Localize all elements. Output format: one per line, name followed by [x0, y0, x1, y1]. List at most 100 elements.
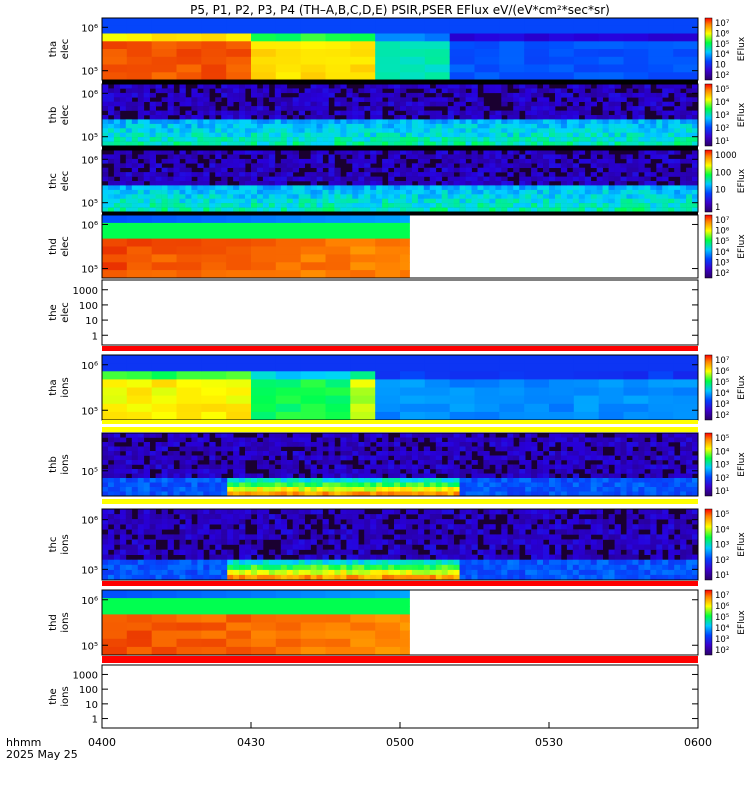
spectrogram-cell: [454, 451, 460, 456]
spectrogram-cell: [305, 465, 311, 470]
spectrogram-cell: [644, 128, 650, 133]
spectrogram-cell: [152, 262, 177, 270]
spectrogram-cell: [263, 465, 269, 470]
spectrogram-cell: [364, 451, 370, 456]
spectrogram-cell: [615, 442, 621, 447]
spectrogram-cell: [674, 465, 680, 470]
spectrogram-cell: [525, 539, 531, 544]
spectrogram-cell: [257, 115, 263, 120]
spectrogram-cell: [144, 487, 150, 492]
spectrogram-cell: [102, 254, 127, 262]
spectrogram-cell: [555, 465, 561, 470]
spectrogram-cell: [656, 474, 662, 479]
spectrogram-cell: [340, 456, 346, 461]
spectrogram-cell: [102, 379, 127, 388]
spectrogram-cell: [301, 254, 326, 262]
spectrogram-cell: [466, 119, 472, 124]
spectrogram-cell: [442, 102, 448, 107]
spectrogram-cell: [263, 519, 269, 524]
panel-ylabel: elec: [60, 105, 71, 126]
spectrogram-cell: [239, 534, 245, 539]
spectrogram-cell: [648, 371, 673, 380]
spectrogram-cell: [668, 447, 674, 452]
spectrogram-cell: [350, 270, 375, 278]
spectrogram-cell: [197, 172, 203, 177]
spectrogram-cell: [120, 84, 126, 89]
spectrogram-cell: [525, 128, 531, 133]
spectrogram-cell: [126, 460, 132, 465]
spectrogram-cell: [185, 97, 191, 102]
spectrogram-cell: [203, 133, 209, 138]
spectrogram-cell: [370, 203, 376, 208]
spectrogram-cell: [203, 128, 209, 133]
spectrogram-cell: [299, 93, 305, 98]
spectrogram-cell: [543, 474, 549, 479]
spectrogram-cell: [686, 133, 692, 138]
spectrogram-cell: [609, 163, 615, 168]
spectrogram-cell: [561, 88, 567, 93]
spectrogram-cell: [609, 119, 615, 124]
spectrogram-cell: [448, 550, 454, 555]
spectrogram-cell: [358, 177, 364, 182]
spectrogram-cell: [168, 539, 174, 544]
spectrogram-cell: [525, 150, 531, 155]
spectrogram-cell: [376, 106, 382, 111]
spectrogram-cell: [501, 524, 507, 529]
spectrogram-cell: [418, 529, 424, 534]
spectrogram-cell: [621, 460, 627, 465]
spectrogram-cell: [585, 438, 591, 443]
spectrogram-cell: [108, 442, 114, 447]
spectrogram-cell: [108, 433, 114, 438]
spectrogram-cell: [466, 575, 472, 580]
spectrogram-cell: [489, 478, 495, 483]
spectrogram-cell: [531, 451, 537, 456]
spectrogram-cell: [555, 203, 561, 208]
spectrogram-cell: [448, 88, 454, 93]
spectrogram-cell: [524, 388, 549, 397]
spectrogram-cell: [114, 487, 120, 492]
spectrogram-cell: [352, 194, 358, 199]
spectrogram-cell: [185, 433, 191, 438]
spectrogram-cell: [209, 190, 215, 195]
spectrogram-cell: [543, 555, 549, 560]
spectrogram-cell: [251, 371, 276, 380]
spectrogram-cell: [460, 124, 466, 129]
spectrogram-cell: [656, 447, 662, 452]
spectrogram-cell: [621, 128, 627, 133]
spectrogram-cell: [436, 124, 442, 129]
spectrogram-cell: [168, 185, 174, 190]
spectrogram-cell: [251, 550, 257, 555]
spectrogram-cell: [340, 529, 346, 534]
spectrogram-cell: [156, 550, 162, 555]
spectrogram-cell: [329, 474, 335, 479]
spectrogram-cell: [579, 159, 585, 164]
spectrogram-cell: [442, 487, 448, 492]
spectrogram-cell: [537, 460, 543, 465]
spectrogram-cell: [114, 474, 120, 479]
spectrogram-cell: [358, 97, 364, 102]
spectrogram-cell: [150, 159, 156, 164]
spectrogram-cell: [442, 150, 448, 155]
spectrogram-cell: [603, 115, 609, 120]
spectrogram-cell: [418, 456, 424, 461]
spectrogram-cell: [519, 509, 525, 514]
spectrogram-cell: [412, 519, 418, 524]
spectrogram-cell: [132, 524, 138, 529]
spectrogram-cell: [317, 447, 323, 452]
spectrogram-cell: [400, 460, 406, 465]
spectrogram-cell: [233, 185, 239, 190]
spectrogram-cell: [406, 509, 412, 514]
spectrogram-cell: [483, 539, 489, 544]
spectrogram-cell: [346, 575, 352, 580]
spectrogram-cell: [549, 514, 555, 519]
spectrogram-cell: [180, 456, 186, 461]
spectrogram-cell: [180, 509, 186, 514]
spectrogram-cell: [281, 172, 287, 177]
spectrogram-cell: [454, 194, 460, 199]
spectrogram-cell: [329, 478, 335, 483]
spectrogram-cell: [436, 172, 442, 177]
spectrogram-cell: [127, 371, 152, 380]
spectrogram-cell: [561, 203, 567, 208]
spectrogram-cell: [245, 115, 251, 120]
spectrogram-cell: [574, 404, 599, 413]
